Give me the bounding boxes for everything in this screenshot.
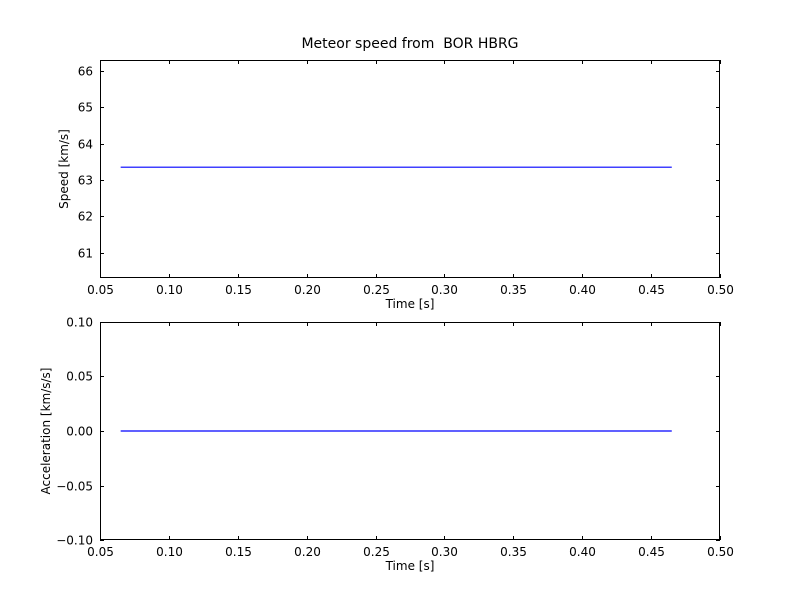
x-tick-label: 0.15 bbox=[225, 545, 252, 559]
y-tick-label: 65 bbox=[78, 101, 93, 115]
acceleration-axes: 0.05 0.10 0.15 0.20 0.25 0.30 0.35 0.40 0.45 0.50… bbox=[56, 316, 734, 560]
x-tick-label: 0.50 bbox=[707, 283, 734, 297]
x-tick-label: 0.20 bbox=[294, 545, 321, 559]
x-tick-label: 0.10 bbox=[156, 545, 183, 559]
y-tick-label: 0.05 bbox=[66, 370, 93, 384]
speed-yaxis-label: Speed [km/s] bbox=[57, 129, 71, 209]
y-tick-label: 61 bbox=[78, 247, 93, 261]
x-tick-label: 0.30 bbox=[431, 283, 458, 297]
x-tick-label: 0.15 bbox=[225, 283, 252, 297]
x-tick-label: 0.40 bbox=[569, 283, 596, 297]
y-tick-label: −0.05 bbox=[56, 480, 93, 494]
x-tick-label: 0.35 bbox=[500, 545, 527, 559]
y-tick-label: 66 bbox=[78, 65, 93, 79]
x-tick-label: 0.45 bbox=[638, 283, 665, 297]
x-tick-label: 0.20 bbox=[294, 283, 321, 297]
x-tick-label: 0.10 bbox=[156, 283, 183, 297]
y-tick-label: 63 bbox=[78, 174, 93, 188]
axes-frame bbox=[100, 60, 720, 278]
speed-plot-canvas: 0.05 0.10 0.15 0.20 0.25 0.30 0.35 0.40 0.45 0.50… bbox=[78, 60, 734, 297]
x-tick-label: 0.25 bbox=[363, 545, 390, 559]
x-tick-label: 0.30 bbox=[431, 545, 458, 559]
x-tick-label: 0.40 bbox=[569, 545, 596, 559]
acceleration-xaxis-label: Time [s] bbox=[385, 559, 435, 573]
x-tick-label: 0.35 bbox=[500, 283, 527, 297]
figure-title: Meteor speed from BOR HBRG bbox=[301, 36, 519, 52]
x-tick-label: 0.25 bbox=[363, 283, 390, 297]
x-tick-label: 0.50 bbox=[707, 545, 734, 559]
speed-xaxis-label: Time [s] bbox=[385, 297, 435, 311]
acceleration-plot-canvas: 0.05 0.10 0.15 0.20 0.25 0.30 0.35 0.40 0.45 0.50… bbox=[56, 316, 734, 560]
x-tick-label: 0.05 bbox=[87, 283, 114, 297]
y-tick-label: 0.00 bbox=[66, 425, 93, 439]
x-tick-label: 0.45 bbox=[638, 545, 665, 559]
x-tick-label: 0.05 bbox=[87, 545, 114, 559]
acceleration-yaxis-label: Acceleration [km/s/s] bbox=[39, 367, 53, 495]
y-tick-label: 0.10 bbox=[66, 316, 93, 330]
y-tick-label: 64 bbox=[78, 138, 93, 152]
speed-axes: 0.05 0.10 0.15 0.20 0.25 0.30 0.35 0.40 0.45 0.50… bbox=[78, 60, 734, 297]
y-tick-label: −0.10 bbox=[56, 534, 93, 548]
y-tick-label: 62 bbox=[78, 210, 93, 224]
